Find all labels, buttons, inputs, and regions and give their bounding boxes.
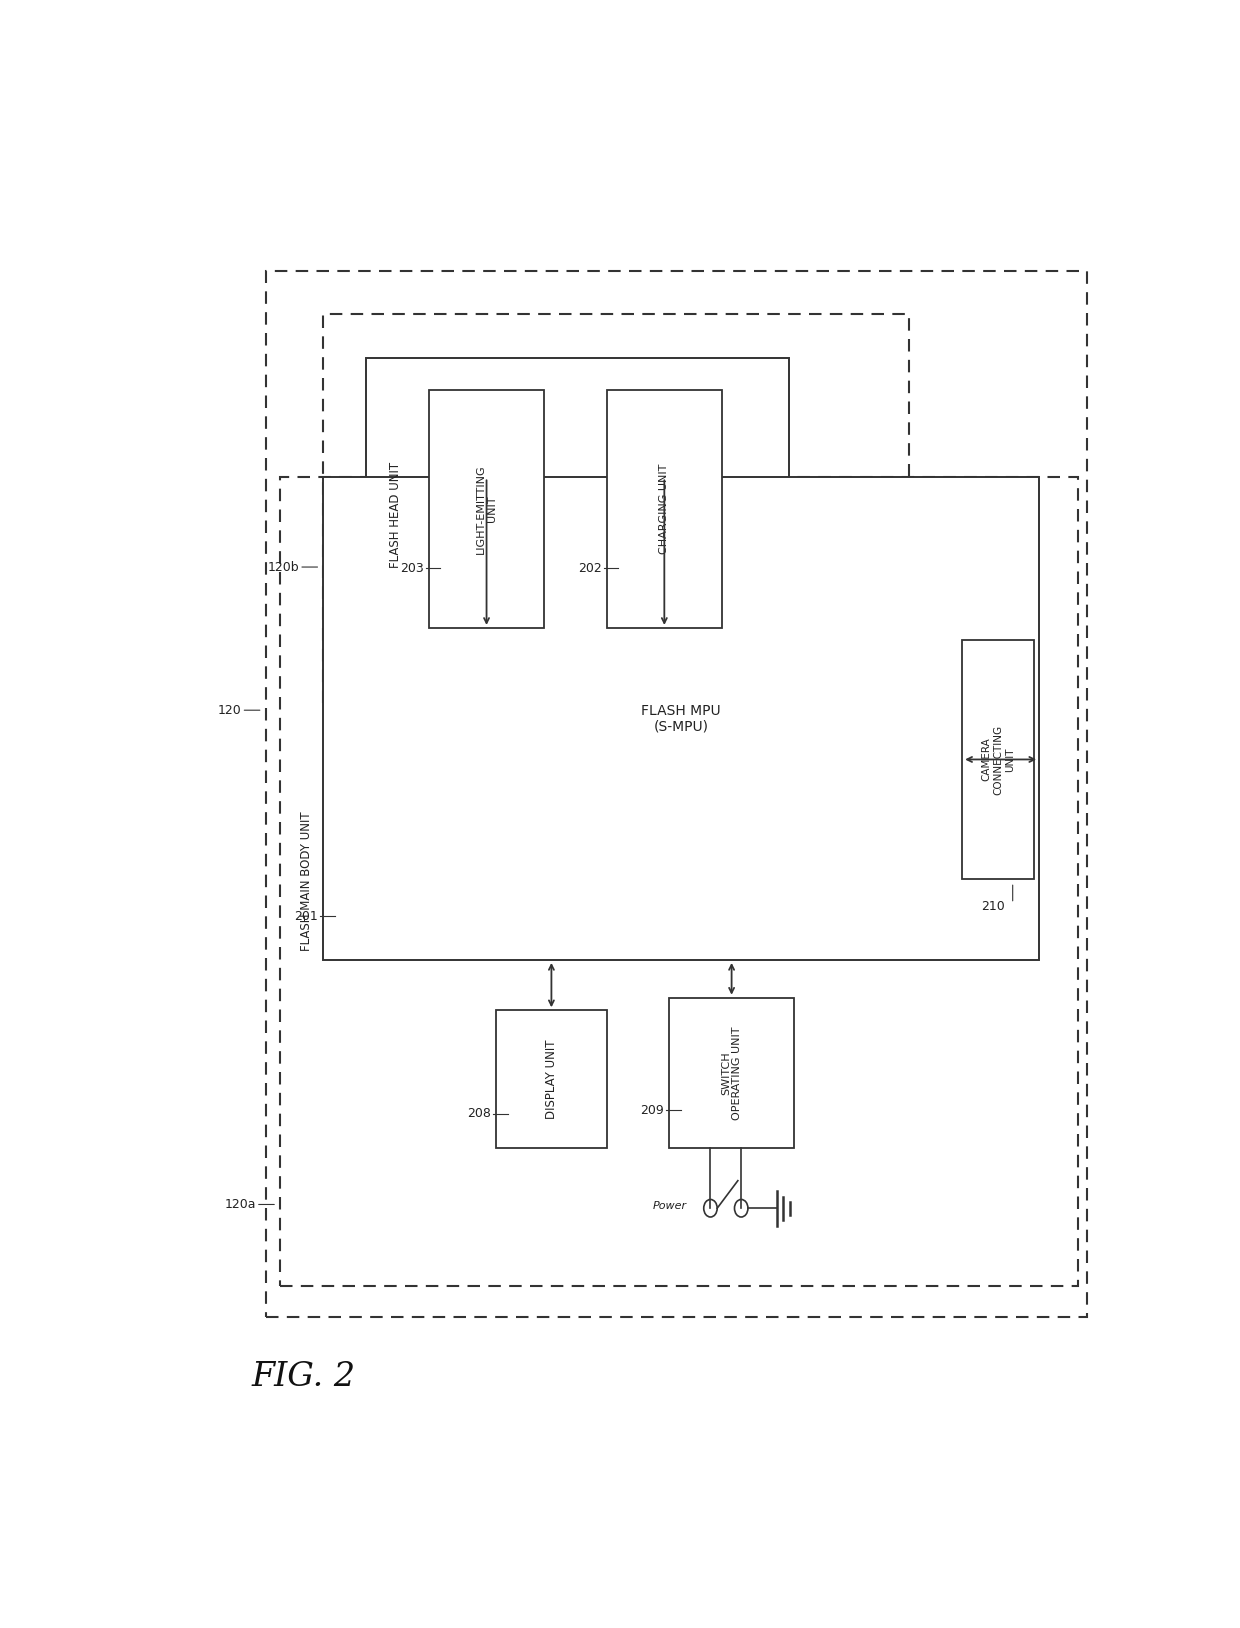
Text: 120b: 120b [268,560,299,573]
Bar [496,1009,606,1148]
Text: SWITCH
OPERATING UNIT: SWITCH OPERATING UNIT [720,1026,743,1120]
Text: FLASH MPU
(S-MPU): FLASH MPU (S-MPU) [641,703,720,734]
Text: 203: 203 [401,562,424,575]
Bar [280,477,1078,1286]
Text: Power: Power [652,1201,687,1211]
Text: LIGHT-EMITTING
UNIT: LIGHT-EMITTING UNIT [476,464,497,554]
Text: FLASH HEAD UNIT: FLASH HEAD UNIT [389,462,402,568]
Bar [962,640,1034,879]
Text: CHARGING UNIT: CHARGING UNIT [660,464,670,554]
Text: 210: 210 [982,900,1006,913]
Text: 120a: 120a [224,1198,255,1211]
Bar [265,270,1087,1317]
Text: 208: 208 [467,1107,491,1120]
Text: 202: 202 [578,562,601,575]
Bar [367,358,789,672]
Bar [324,314,909,703]
Text: 120: 120 [218,703,242,716]
Text: FIG. 2: FIG. 2 [250,1361,355,1394]
Text: CAMERA
CONNECTING
UNIT: CAMERA CONNECTING UNIT [982,724,1014,794]
Text: 209: 209 [641,1104,665,1117]
Bar [429,389,544,628]
Text: FLASH MAIN BODY UNIT: FLASH MAIN BODY UNIT [300,812,314,951]
Bar [670,998,794,1148]
Text: DISPLAY UNIT: DISPLAY UNIT [544,1039,558,1118]
Bar [324,477,1039,961]
Text: 201: 201 [295,910,319,923]
Bar [606,389,722,628]
